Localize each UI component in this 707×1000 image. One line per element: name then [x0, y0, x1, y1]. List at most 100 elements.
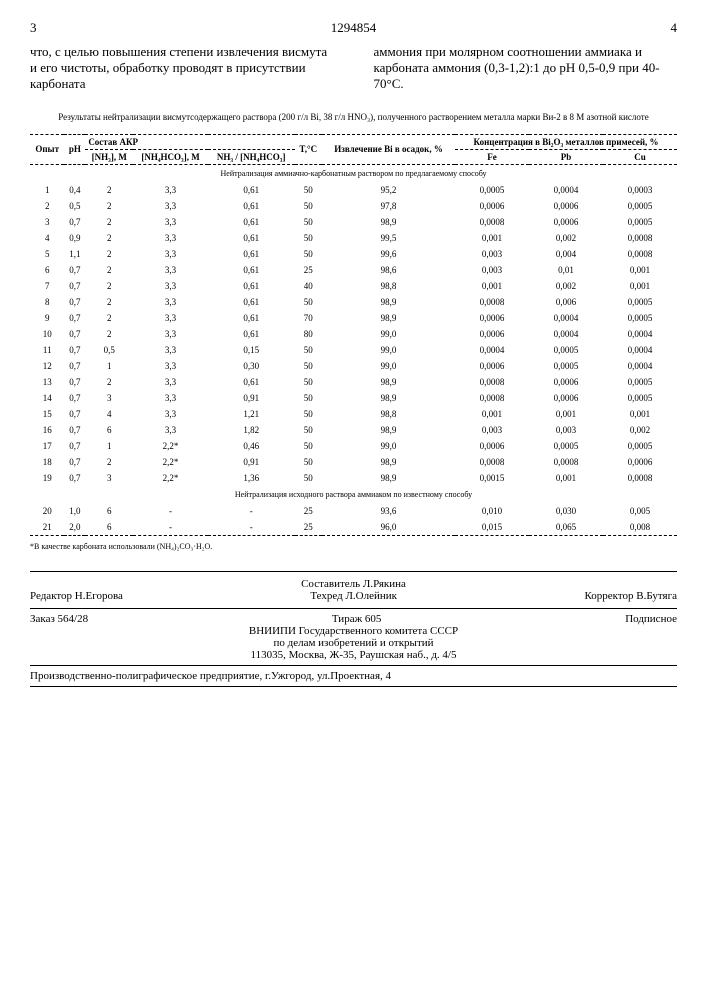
- col-pb: Pb: [529, 149, 603, 164]
- table-cell: 3,3: [133, 406, 208, 422]
- table-cell: 0,0008: [603, 246, 677, 262]
- table-cell: 0,0006: [455, 358, 529, 374]
- table-cell: 1,21: [208, 406, 295, 422]
- table-cell: 0,003: [529, 422, 603, 438]
- table-cell: 0,0006: [529, 198, 603, 214]
- table-cell: 0,61: [208, 214, 295, 230]
- table-row: 90,723,30,617098,90,00060,00040,0005: [30, 310, 677, 326]
- table-cell: 0,46: [208, 438, 295, 454]
- table-cell: 0,7: [64, 294, 85, 310]
- table-cell: 0,0006: [529, 390, 603, 406]
- order-number: Заказ 564/28: [30, 613, 88, 625]
- table-cell: 2,2*: [133, 438, 208, 454]
- table-cell: 0,002: [603, 422, 677, 438]
- tirazh: Тираж 605: [332, 613, 382, 625]
- table-cell: 0,7: [64, 310, 85, 326]
- table-cell: 0,7: [64, 390, 85, 406]
- table-row: 110,70,53,30,155099,00,00040,00050,0004: [30, 342, 677, 358]
- table-cell: 3: [30, 214, 64, 230]
- table-cell: 50: [295, 358, 323, 374]
- table-body-2: Нейтрализация исходного раствора аммиако…: [30, 486, 677, 536]
- table-cell: 2: [85, 374, 133, 390]
- table-cell: 50: [295, 422, 323, 438]
- table-cell: 0,0008: [455, 374, 529, 390]
- table-cell: 50: [295, 230, 323, 246]
- table-cell: 2: [85, 262, 133, 278]
- table-cell: 0,008: [603, 519, 677, 536]
- table-cell: 0,61: [208, 374, 295, 390]
- table-cell: 0,0006: [529, 214, 603, 230]
- table-cell: 3,3: [133, 358, 208, 374]
- table-cell: 80: [295, 326, 323, 342]
- results-table: Опыт pH Состав АКР T,°C Извлечение Bi в …: [30, 134, 677, 536]
- table-cell: 0,0003: [603, 182, 677, 198]
- compiler: Составитель Л.Рякина: [30, 578, 677, 590]
- table-cell: 0,0006: [455, 198, 529, 214]
- table-cell: 11: [30, 342, 64, 358]
- table-cell: 10: [30, 326, 64, 342]
- table-cell: 0,0005: [529, 342, 603, 358]
- table-cell: 97,8: [322, 198, 455, 214]
- table-cell: 0,0004: [529, 326, 603, 342]
- table-cell: 0,0008: [603, 470, 677, 486]
- table-cell: 3,3: [133, 390, 208, 406]
- table-cell: 20: [30, 503, 64, 519]
- table-cell: 0,001: [529, 470, 603, 486]
- table-cell: 0,005: [603, 503, 677, 519]
- table-cell: 1: [85, 438, 133, 454]
- table-cell: 3,3: [133, 342, 208, 358]
- org-line-1: ВНИИПИ Государственного комитета СССР: [30, 625, 677, 637]
- table-cell: 98,8: [322, 406, 455, 422]
- table-cell: 19: [30, 470, 64, 486]
- table-footnote: *В качестве карбоната использовали (NH₄)…: [30, 542, 677, 551]
- table-cell: 0,002: [529, 230, 603, 246]
- table-cell: 0,0005: [603, 214, 677, 230]
- table-cell: 8: [30, 294, 64, 310]
- table-row: 10,423,30,615095,20,00050,00040,0003: [30, 182, 677, 198]
- table-cell: 98,9: [322, 454, 455, 470]
- table-cell: 6: [85, 422, 133, 438]
- table-cell: 99,0: [322, 358, 455, 374]
- table-cell: 3,3: [133, 326, 208, 342]
- table-cell: 99,6: [322, 246, 455, 262]
- table-cell: 6: [85, 519, 133, 536]
- table-cell: 3,3: [133, 198, 208, 214]
- table-cell: 2: [85, 278, 133, 294]
- table-cell: 0,001: [455, 278, 529, 294]
- table-cell: 25: [295, 262, 323, 278]
- table-cell: 50: [295, 182, 323, 198]
- table-cell: 0,30: [208, 358, 295, 374]
- table-cell: 3,3: [133, 262, 208, 278]
- table-row: 130,723,30,615098,90,00080,00060,0005: [30, 374, 677, 390]
- table-cell: 0,001: [603, 262, 677, 278]
- col-impurities: Концентрация в Bi₂O₃ металлов примесей, …: [455, 134, 677, 149]
- table-cell: 0,7: [64, 406, 85, 422]
- table-cell: 0,7: [64, 214, 85, 230]
- table-head: Опыт pH Состав АКР T,°C Извлечение Bi в …: [30, 134, 677, 165]
- table-cell: 50: [295, 454, 323, 470]
- table-cell: 2: [85, 214, 133, 230]
- table-cell: 2: [85, 310, 133, 326]
- table-cell: 5: [30, 246, 64, 262]
- table-cell: 0,0006: [603, 454, 677, 470]
- table-cell: 0,61: [208, 230, 295, 246]
- table-row: 40,923,30,615099,50,0010,0020,0008: [30, 230, 677, 246]
- table-cell: 2: [30, 198, 64, 214]
- table-cell: 25: [295, 519, 323, 536]
- order-block: Заказ 564/28 Тираж 605 Подписное ВНИИПИ …: [30, 609, 677, 666]
- table-row: 120,713,30,305099,00,00060,00050,0004: [30, 358, 677, 374]
- table-cell: 99,5: [322, 230, 455, 246]
- col-composition: Состав АКР: [85, 134, 294, 149]
- col-fe: Fe: [455, 149, 529, 164]
- table-cell: 0,0006: [455, 438, 529, 454]
- table-cell: 50: [295, 214, 323, 230]
- table-cell: 0,7: [64, 454, 85, 470]
- table-cell: 2: [85, 230, 133, 246]
- table-cell: 98,9: [322, 390, 455, 406]
- table-row: 80,723,30,615098,90,00080,0060,0005: [30, 294, 677, 310]
- table-cell: 0,61: [208, 246, 295, 262]
- table-cell: 98,9: [322, 310, 455, 326]
- table-row: 180,722,2*0,915098,90,00080,00080,0006: [30, 454, 677, 470]
- table-cell: 0,0006: [529, 374, 603, 390]
- table-cell: 0,0004: [455, 342, 529, 358]
